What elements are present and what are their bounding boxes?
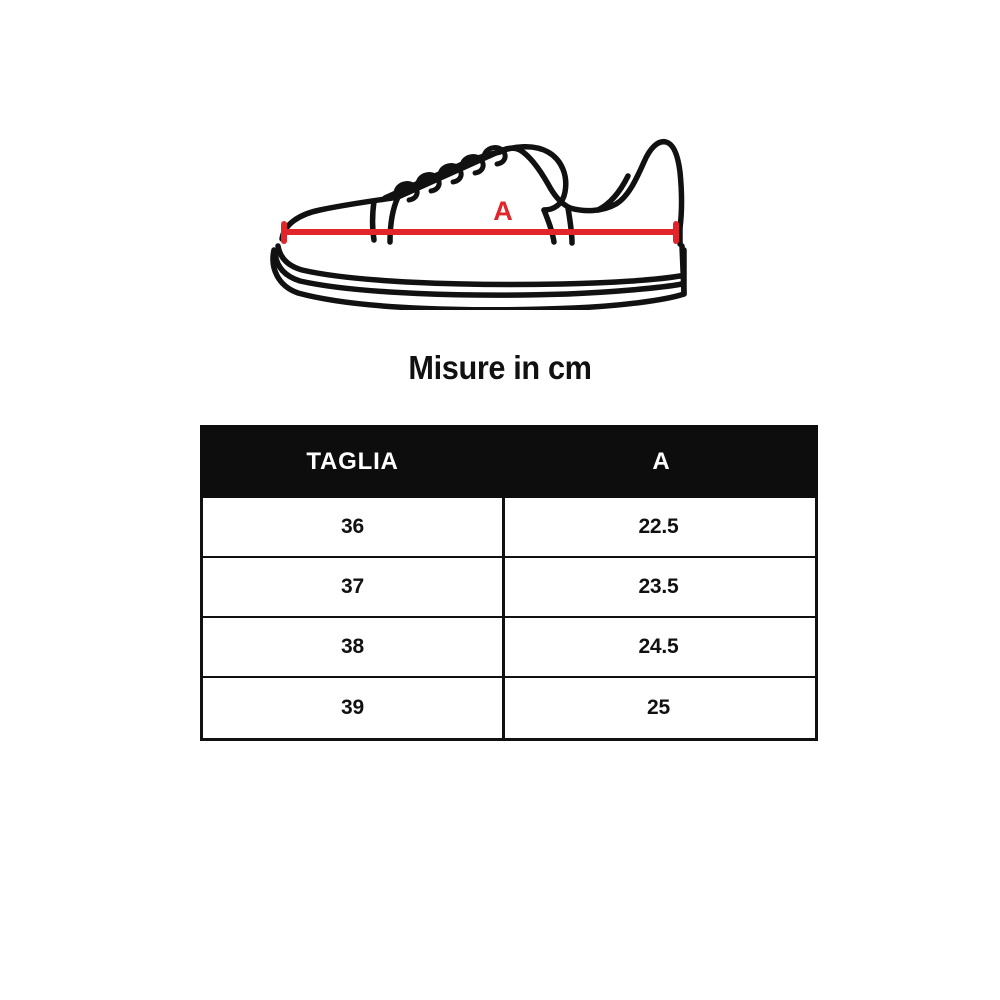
column-header-size: TAGLIA: [306, 447, 399, 475]
table-row: 36 22.5: [203, 498, 815, 558]
shoe-quarter-seam: [541, 205, 575, 246]
cell-size: 38: [203, 618, 505, 676]
shoe-laces: [393, 145, 508, 203]
table-row: 38 24.5: [203, 618, 815, 678]
page-title: Misure in cm: [408, 349, 592, 386]
measurement-line-end-ticks: [281, 221, 679, 244]
sneaker-diagram: [262, 100, 708, 310]
cell-measurement-a: 22.5: [638, 515, 679, 538]
cell-measurement-a: 24.5: [638, 635, 679, 658]
table-row: 39 25: [203, 678, 815, 738]
table-body: 36 22.5 37 23.5 38 24.5 39 25: [200, 498, 818, 741]
cell-size: 36: [203, 498, 505, 556]
shoe-sole: [270, 243, 687, 310]
table-header-row: TAGLIA A: [200, 425, 818, 498]
size-chart-table: TAGLIA A 36 22.5 37 23.5 38 24.5 39 25: [200, 425, 818, 741]
table-row: 37 23.5: [203, 558, 815, 618]
shoe-upper-outline: [279, 138, 685, 247]
cell-size: 39: [203, 678, 505, 738]
cell-measurement-a: 25: [647, 696, 670, 719]
measurement-label-a: A: [493, 196, 513, 226]
shoe-vamp-seam: [369, 194, 401, 245]
shoe-heel-collar: [595, 173, 631, 213]
cell-measurement-a: 23.5: [638, 575, 679, 598]
column-header-measurement-a: A: [652, 447, 671, 475]
cell-size: 37: [203, 558, 505, 616]
